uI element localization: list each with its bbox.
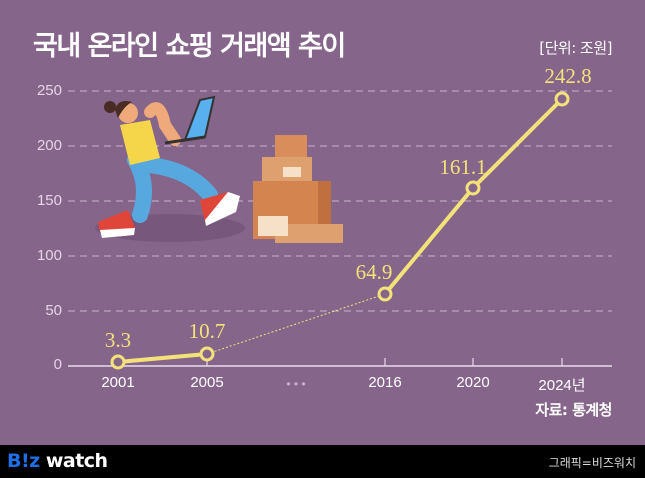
logo-suffix: watch	[39, 450, 108, 472]
line-chart	[68, 90, 612, 370]
shopper-illustration-icon	[95, 95, 245, 242]
point-2024	[554, 91, 570, 107]
series-line-break	[206, 293, 386, 355]
data-label-2024: 242.8	[544, 64, 592, 88]
point-2001	[110, 354, 126, 370]
axis-break-marker: • • •	[286, 377, 306, 391]
x-tick-2001: 2001	[101, 374, 135, 391]
unit-label: [단위: 조원]	[539, 39, 612, 57]
boxes-illustration-icon	[253, 135, 343, 243]
series-line-early	[116, 352, 209, 364]
y-tick-0: 0	[53, 356, 62, 373]
logo-prefix: B!z	[7, 450, 40, 472]
x-tick-2024: 2024년	[538, 377, 586, 394]
y-tick-250: 250	[36, 82, 62, 99]
data-label-2001: 3.3	[104, 328, 132, 352]
point-2005	[199, 346, 215, 362]
chart-title: 국내 온라인 쇼핑 거래액 추이	[33, 31, 346, 62]
graphic-credit: 그래픽=비즈워치	[548, 456, 636, 470]
y-tick-100: 100	[36, 247, 62, 264]
y-tick-50: 50	[45, 302, 62, 319]
data-label-2016: 64.9	[355, 260, 393, 284]
x-tick-2016: 2016	[368, 374, 402, 391]
y-tick-200: 200	[36, 137, 62, 154]
x-axis-ticks	[206, 358, 563, 366]
gridlines	[68, 90, 612, 312]
y-tick-150: 150	[36, 192, 62, 209]
data-label-2005: 10.7	[188, 319, 226, 343]
x-tick-2020: 2020	[456, 374, 490, 391]
point-2020	[465, 180, 481, 196]
data-label-2020: 161.1	[439, 155, 487, 179]
footer-bar: B!z watch 그래픽=비즈워치	[0, 445, 645, 478]
point-2016	[377, 286, 393, 302]
bizwatch-logo: B!z watch	[7, 450, 108, 472]
x-tick-2005: 2005	[190, 374, 224, 391]
source-label: 자료: 통계청	[535, 401, 612, 419]
data-points	[110, 91, 570, 370]
